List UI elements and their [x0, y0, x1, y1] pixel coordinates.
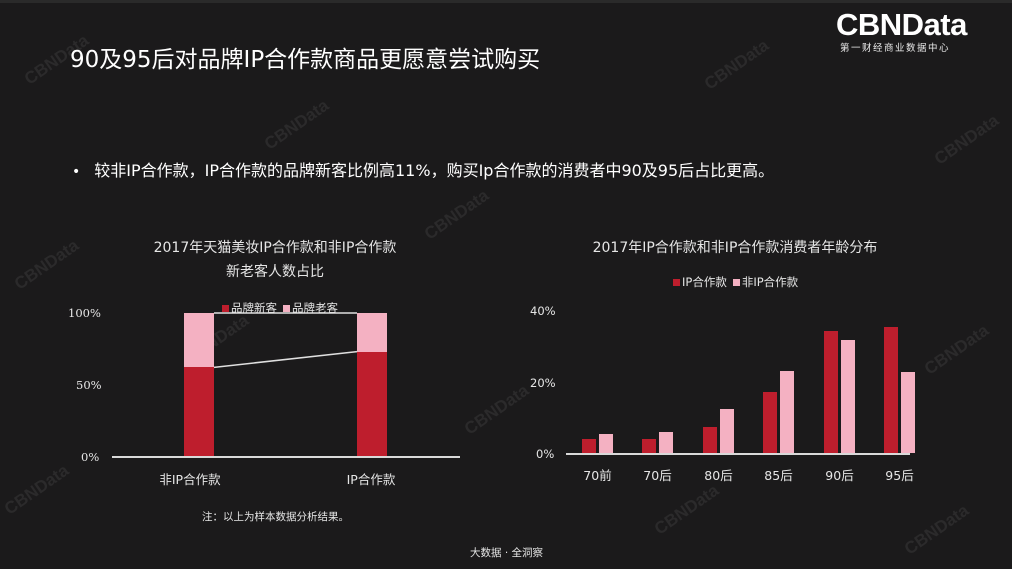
x-label-age-group: 90后 — [825, 468, 854, 483]
cbndata-logo: CBNData 第一财经商业数据中心 — [836, 7, 967, 55]
right-chart-legend: IP合作款 非IP合作款 — [673, 274, 804, 290]
bar-ip — [763, 391, 777, 453]
bar-new-customer — [357, 351, 387, 456]
bar-non-ip — [901, 371, 915, 453]
bar-ip — [884, 326, 898, 453]
y-tick-40: 40% — [530, 304, 556, 318]
right-chart-title: 2017年IP合作款和非IP合作款消费者年龄分布 — [592, 240, 878, 256]
y-tick-100: 100% — [68, 306, 101, 320]
bar-old-customer — [357, 313, 387, 352]
legend-swatch-pink — [283, 304, 290, 312]
legend-item-new-customer: 品牌新客 — [222, 300, 277, 316]
bar-ip — [582, 438, 596, 453]
legend-label: IP合作款 — [682, 275, 727, 289]
left-x-axis — [112, 456, 460, 458]
legend-swatch-pink — [732, 278, 740, 286]
bar-non-ip — [720, 409, 734, 453]
x-label-age-group: 70前 — [583, 468, 612, 483]
watermark: CBNData — [700, 35, 773, 94]
bar-non-ip — [599, 434, 613, 453]
watermark: CBNData — [930, 110, 1003, 169]
y-tick-0: 0% — [536, 447, 555, 461]
bar-ip — [824, 330, 838, 453]
bar-old-customer — [184, 313, 214, 368]
legend-item-old-customer: 品牌老客 — [283, 300, 338, 316]
y-tick-50: 50% — [76, 378, 102, 392]
x-label-ip: IP合作款 — [346, 472, 396, 487]
left-chart-title-line1: 2017年天猫美妆IP合作款和非IP合作款 — [153, 240, 397, 256]
x-label-age-group: 80后 — [704, 468, 733, 483]
bullet-icon: • — [72, 164, 81, 180]
watermark: CBNData — [10, 235, 83, 294]
bar-non-ip — [780, 370, 794, 453]
watermark: CBNData — [920, 320, 993, 379]
watermark: CBNData — [0, 460, 73, 519]
legend-label: 非IP合作款 — [741, 275, 799, 289]
bar-non-ip — [841, 339, 855, 453]
bar-ip — [703, 427, 717, 453]
right-x-axis — [566, 453, 910, 455]
summary-bullet: • 较非IP合作款，IP合作款的品牌新客比例高11%，购买Ip合作款的消费者中90… — [72, 157, 774, 181]
x-label-age-group: 95后 — [885, 468, 914, 483]
y-tick-0: 0% — [81, 450, 100, 464]
logo-tagline: 第一财经商业数据中心 — [840, 43, 951, 54]
x-label-non-ip: 非IP合作款 — [159, 472, 221, 487]
page-title: 90及95后对品牌IP合作款商品更愿意尝试购买 — [70, 47, 541, 73]
bar-new-customer — [184, 367, 214, 456]
x-label-age-group: 85后 — [764, 468, 793, 483]
left-chart-title: 2017年天猫美妆IP合作款和非IP合作款 新老客人数占比 — [130, 236, 420, 284]
watermark: CBNData — [260, 95, 333, 154]
legend-item-ip: IP合作款 — [673, 274, 727, 290]
bar-ip — [642, 438, 656, 453]
watermark: CBNData — [420, 185, 493, 244]
watermark: CBNData — [650, 480, 723, 539]
watermark: CBNData — [460, 380, 533, 439]
legend-label: 品牌新客 — [231, 301, 277, 315]
x-label-age-group: 70后 — [643, 468, 672, 483]
legend-swatch-dark-red — [673, 278, 680, 286]
watermark: CBNData — [900, 500, 973, 559]
summary-text: 较非IP合作款，IP合作款的品牌新客比例高11%，购买Ip合作款的消费者中90及… — [94, 161, 775, 180]
y-tick-20: 20% — [530, 376, 556, 390]
logo-wordmark: CBNData — [836, 7, 967, 42]
legend-label: 品牌老客 — [292, 301, 338, 315]
legend-item-non-ip: 非IP合作款 — [732, 274, 799, 290]
top-border — [0, 0, 1012, 3]
footer-slogan: 大数据 · 全洞察 — [470, 547, 544, 559]
footnote: 注：以上为样本数据分析结果。 — [202, 511, 349, 523]
legend-swatch-dark-red — [222, 304, 229, 312]
bar-non-ip — [659, 432, 673, 453]
left-chart-title-line2: 新老客人数占比 — [226, 264, 324, 280]
left-chart-legend: 品牌新客 品牌老客 — [222, 300, 344, 316]
